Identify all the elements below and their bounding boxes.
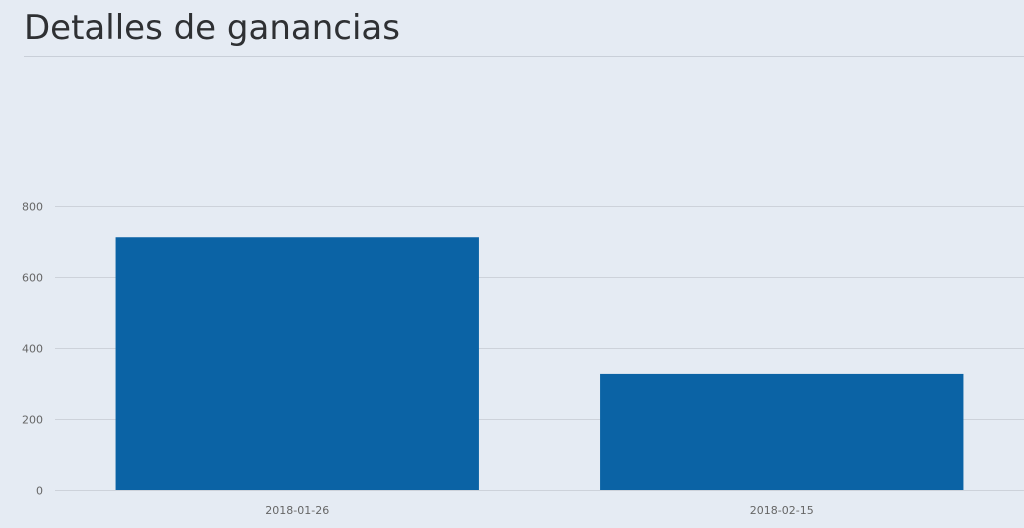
x-tick-label: 2018-01-26 bbox=[265, 504, 329, 517]
x-tick-label: 2018-02-15 bbox=[750, 504, 814, 517]
y-tick-label: 400 bbox=[22, 343, 43, 356]
y-tick-label: 200 bbox=[22, 414, 43, 427]
y-tick-label: 600 bbox=[22, 272, 43, 285]
bar-2018-02-15[interactable] bbox=[600, 373, 964, 490]
chart-bars bbox=[115, 237, 964, 490]
x-axis-ticks: 2018-01-26 2018-02-15 bbox=[265, 504, 813, 517]
page-title: Detalles de ganancias bbox=[24, 8, 400, 48]
y-tick-label: 800 bbox=[22, 201, 43, 214]
y-tick-label: 0 bbox=[36, 485, 43, 498]
title-divider bbox=[24, 56, 1024, 57]
y-axis-ticks: 0 200 400 600 800 bbox=[22, 201, 43, 498]
bar-2018-01-26[interactable] bbox=[115, 237, 479, 490]
